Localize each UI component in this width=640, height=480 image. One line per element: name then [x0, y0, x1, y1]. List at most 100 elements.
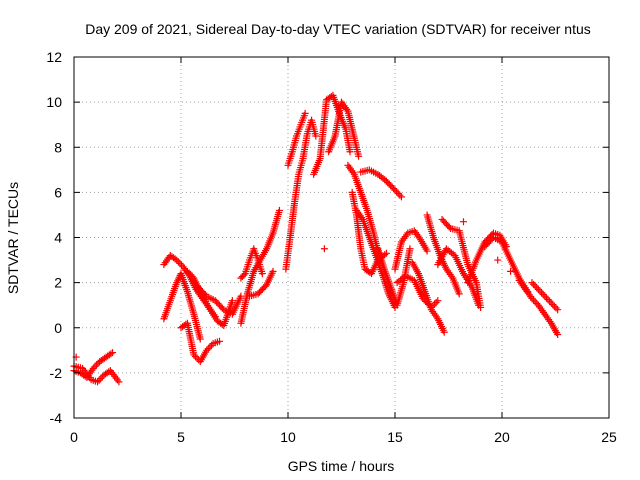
data-point — [393, 188, 401, 196]
data-point — [390, 185, 398, 193]
data-point — [494, 256, 502, 264]
data-point — [300, 112, 308, 120]
data-point — [454, 288, 462, 296]
data-point — [372, 169, 380, 177]
data-point — [76, 364, 84, 372]
data-point — [240, 271, 248, 279]
data-point — [204, 301, 212, 309]
data-point — [217, 303, 225, 311]
data-point — [506, 254, 514, 262]
data-point — [427, 304, 435, 312]
data-point — [399, 281, 407, 289]
chart-title: Day 209 of 2021, Sidereal Day-to-day VTE… — [85, 21, 591, 37]
data-point — [447, 272, 455, 280]
data-point — [209, 296, 217, 304]
data-point — [459, 218, 467, 226]
axes-ticks — [73, 56, 610, 419]
data-point — [358, 214, 366, 222]
data-point — [200, 289, 208, 297]
data-point — [105, 351, 113, 359]
data-point — [422, 245, 430, 253]
data-point — [420, 286, 428, 294]
data-point — [429, 231, 437, 239]
data-point — [397, 193, 405, 201]
data-point — [228, 299, 236, 307]
data-point — [298, 157, 306, 165]
x-tick-label: 10 — [280, 429, 296, 445]
data-point — [196, 333, 204, 341]
y-tick-label: -4 — [50, 410, 63, 426]
data-point — [320, 245, 328, 253]
data-point — [459, 268, 467, 276]
data-point — [463, 258, 471, 266]
x-tick-labels: 0 5 10 15 20 25 — [70, 429, 617, 445]
data-point — [369, 227, 377, 235]
data-point — [471, 277, 479, 285]
data-point — [386, 281, 394, 289]
data-point — [288, 150, 296, 158]
data-point — [356, 243, 364, 251]
data-point — [315, 157, 323, 165]
data-point — [397, 240, 405, 248]
data-point — [542, 294, 550, 302]
data-point — [201, 291, 209, 299]
data-point — [202, 348, 210, 356]
data-point — [170, 254, 178, 262]
data-point — [530, 280, 538, 288]
data-point — [549, 301, 557, 309]
data-point — [536, 287, 544, 295]
data-point — [544, 296, 552, 304]
data-point — [394, 190, 402, 198]
data-point — [514, 272, 522, 280]
data-point — [379, 174, 387, 182]
data-point — [520, 284, 528, 292]
data-point — [187, 271, 195, 279]
data-point — [330, 134, 338, 142]
data-point — [408, 275, 416, 283]
data-point — [346, 146, 354, 154]
data-point — [183, 286, 191, 294]
data-point — [441, 263, 449, 271]
data-point — [415, 234, 423, 242]
data-point — [91, 377, 99, 385]
data-point — [236, 294, 244, 302]
y-tick-label: 6 — [54, 184, 62, 200]
data-point — [432, 298, 440, 306]
data-point — [406, 247, 414, 255]
data-point — [275, 208, 283, 216]
data-point — [380, 263, 388, 271]
data-point — [553, 329, 561, 337]
data-point — [343, 105, 351, 113]
data-point — [362, 204, 370, 212]
data-point — [356, 186, 364, 194]
y-tick-labels: -4 -2 0 2 4 6 8 10 12 — [46, 49, 62, 426]
data-point — [396, 191, 404, 199]
data-point — [444, 221, 452, 229]
y-axis-label: SDTVAR / TECUs — [5, 182, 21, 294]
data-point — [408, 227, 416, 235]
data-point — [174, 258, 182, 266]
data-point — [262, 247, 270, 255]
data-point — [413, 268, 421, 276]
data-point — [95, 376, 103, 384]
data-point — [252, 290, 260, 298]
x-tick-label: 5 — [177, 429, 185, 445]
data-point — [311, 130, 319, 138]
data-point — [92, 361, 100, 369]
x-tick-label: 25 — [601, 429, 617, 445]
data-point — [238, 273, 246, 281]
data-point — [507, 267, 515, 275]
data-point — [472, 258, 480, 266]
data-point — [188, 272, 196, 280]
data-point — [191, 353, 199, 361]
data-point — [354, 150, 362, 158]
data-point — [268, 231, 276, 239]
data-point — [541, 292, 549, 300]
data-point — [189, 308, 197, 316]
data-point — [350, 132, 358, 140]
data-point — [476, 301, 484, 309]
data-point — [531, 298, 539, 306]
data-point — [540, 308, 548, 316]
data-point — [172, 281, 180, 289]
